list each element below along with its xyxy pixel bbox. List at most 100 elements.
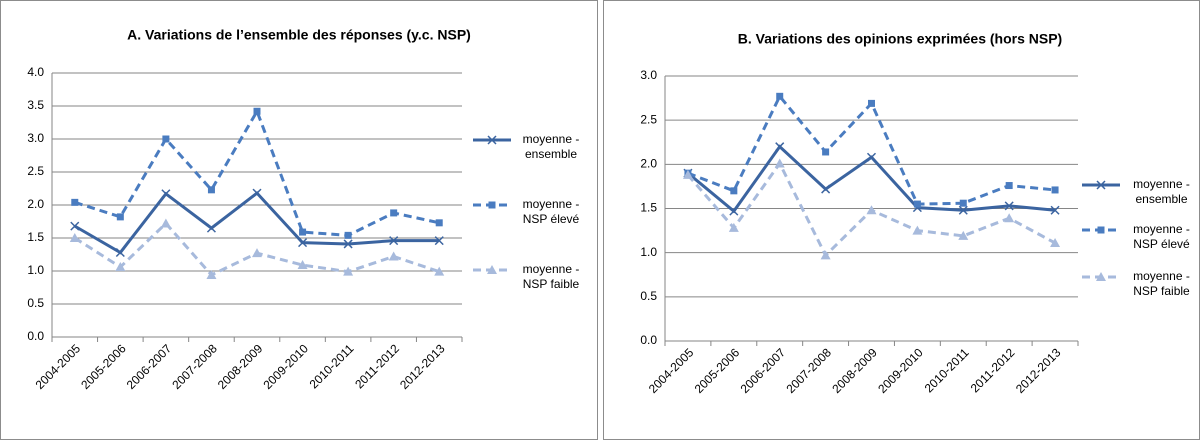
y-tick-label: 1.5	[640, 201, 657, 215]
x-tick-label: 2004-2005	[33, 341, 84, 392]
marker	[488, 201, 496, 209]
marker	[71, 198, 79, 206]
y-tick-label: 2.0	[27, 197, 44, 211]
x-tick-label: 2011-2012	[968, 345, 1018, 395]
marker	[299, 228, 307, 236]
marker	[435, 219, 443, 227]
marker	[1005, 182, 1013, 190]
x-tick-label: 2007-2008	[783, 345, 834, 396]
y-tick-label: 2.5	[640, 112, 657, 126]
marker	[487, 265, 497, 274]
x-tick-label: 2006-2007	[124, 341, 175, 392]
x-tick-label: 2008-2009	[215, 341, 266, 392]
marker	[70, 221, 80, 231]
marker	[912, 225, 923, 235]
x-tick-label: 2004-2005	[646, 345, 697, 396]
marker	[866, 205, 877, 215]
legend-item: moyenne - NSP élevé	[522, 197, 580, 226]
marker	[682, 169, 693, 179]
marker	[958, 230, 969, 240]
marker	[161, 189, 171, 199]
y-tick-label: 1.0	[640, 245, 657, 259]
marker	[343, 239, 353, 249]
marker	[1096, 272, 1106, 281]
marker	[115, 262, 126, 272]
marker	[252, 188, 262, 198]
marker	[160, 218, 171, 228]
marker	[913, 200, 921, 208]
series-line	[74, 107, 440, 237]
x-tick-label: 2005-2006	[692, 345, 743, 396]
chart-title: B. Variations des opinions exprimées (ho…	[738, 31, 1062, 47]
marker	[389, 236, 399, 246]
legend-label: moyenne - NSP faible	[522, 262, 580, 291]
x-tick-label: 2012-2013	[1013, 345, 1064, 396]
marker	[207, 186, 215, 194]
marker	[390, 209, 398, 217]
y-tick-label: 0.5	[640, 289, 657, 303]
marker	[729, 206, 739, 216]
x-tick-label: 2006-2007	[738, 345, 789, 396]
y-tick-label: 0.0	[640, 333, 657, 347]
marker	[866, 152, 877, 162]
legend-label: moyenne - ensemble	[522, 132, 580, 161]
marker	[253, 107, 261, 115]
marker	[820, 250, 831, 260]
marker	[1004, 213, 1015, 223]
marker	[1097, 226, 1105, 234]
legend-item: moyenne - ensemble	[1133, 177, 1190, 206]
y-tick-label: 2.0	[640, 157, 657, 171]
series-line	[687, 93, 1056, 206]
marker	[206, 269, 217, 279]
x-tick-label: 2009-2010	[875, 345, 926, 396]
legend-label: moyenne - NSP élevé	[522, 197, 580, 226]
marker	[822, 148, 830, 156]
marker	[776, 92, 784, 100]
x-tick-label: 2010-2011	[922, 345, 972, 395]
marker	[1096, 180, 1106, 190]
x-tick-label: 2008-2009	[829, 345, 880, 396]
legend-label: moyenne - NSP faible	[1133, 269, 1190, 298]
marker	[1051, 186, 1059, 194]
marker	[344, 231, 352, 239]
x-tick-label: 2011-2012	[352, 341, 402, 391]
marker	[343, 266, 354, 276]
legend-item: moyenne - ensemble	[522, 132, 580, 161]
marker	[728, 222, 739, 232]
y-tick-label: 2.5	[27, 164, 44, 178]
x-tick-label: 2005-2006	[78, 341, 129, 392]
marker	[730, 187, 738, 195]
marker	[1050, 205, 1060, 215]
marker	[252, 248, 262, 258]
marker	[775, 142, 785, 152]
x-tick-label: 2009-2010	[260, 341, 311, 392]
marker	[959, 199, 967, 207]
marker	[868, 99, 875, 107]
marker	[388, 251, 399, 261]
marker	[297, 260, 308, 270]
marker	[1004, 201, 1014, 211]
marker	[162, 135, 170, 143]
marker	[115, 247, 125, 258]
x-tick-label: 2010-2011	[307, 341, 357, 391]
y-tick-label: 0.5	[27, 296, 44, 310]
marker	[116, 213, 124, 221]
legend-label: moyenne - ensemble	[1133, 177, 1190, 206]
legend-item: moyenne - NSP faible	[1133, 269, 1190, 298]
marker	[69, 233, 80, 242]
marker	[434, 266, 445, 276]
marker	[958, 205, 968, 215]
x-tick-label: 2007-2008	[169, 341, 220, 392]
legend-item: moyenne - NSP élevé	[1133, 222, 1190, 251]
marker	[298, 238, 308, 248]
legend-label: moyenne - NSP élevé	[1133, 222, 1190, 251]
y-tick-label: 3.5	[27, 98, 44, 112]
marker	[487, 135, 497, 145]
marker	[774, 158, 785, 168]
y-tick-label: 1.0	[27, 263, 44, 277]
y-tick-label: 0.0	[27, 329, 44, 343]
marker	[206, 223, 216, 233]
chart-title: A. Variations de l’ensemble des réponses…	[127, 27, 471, 43]
y-tick-label: 3.0	[640, 68, 657, 82]
